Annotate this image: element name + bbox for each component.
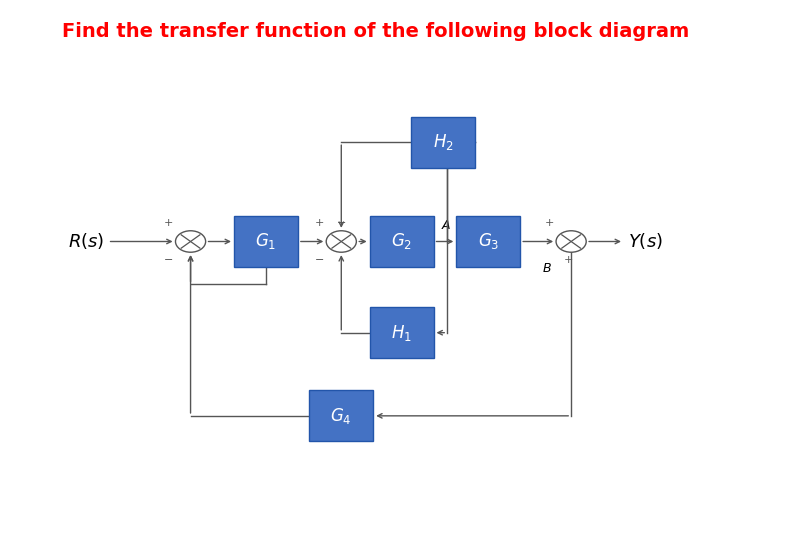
Text: +: +: [164, 218, 174, 228]
Text: $G_{3}$: $G_{3}$: [478, 231, 499, 251]
Text: $G_{2}$: $G_{2}$: [391, 231, 412, 251]
Text: +: +: [314, 218, 324, 228]
FancyBboxPatch shape: [370, 216, 434, 267]
Circle shape: [556, 231, 586, 252]
Circle shape: [326, 231, 356, 252]
Text: +: +: [545, 218, 554, 228]
FancyBboxPatch shape: [234, 216, 298, 267]
Text: $A$: $A$: [441, 219, 451, 232]
Text: +: +: [564, 255, 574, 265]
FancyBboxPatch shape: [370, 307, 434, 358]
Text: −: −: [314, 255, 324, 265]
Text: $G_{4}$: $G_{4}$: [330, 406, 352, 426]
Text: $H_{2}$: $H_{2}$: [433, 132, 454, 152]
Text: −: −: [164, 255, 174, 265]
Circle shape: [175, 231, 206, 252]
Text: $B$: $B$: [542, 262, 552, 275]
Text: $G_{1}$: $G_{1}$: [255, 231, 277, 251]
Text: $H_{1}$: $H_{1}$: [391, 322, 412, 343]
FancyBboxPatch shape: [310, 390, 374, 441]
Text: $R(s)$: $R(s)$: [67, 231, 104, 251]
FancyBboxPatch shape: [456, 216, 520, 267]
FancyBboxPatch shape: [411, 117, 475, 167]
Text: Find the transfer function of the following block diagram: Find the transfer function of the follow…: [62, 22, 689, 41]
Text: −: −: [337, 218, 346, 228]
Text: $Y(s)$: $Y(s)$: [628, 231, 662, 251]
